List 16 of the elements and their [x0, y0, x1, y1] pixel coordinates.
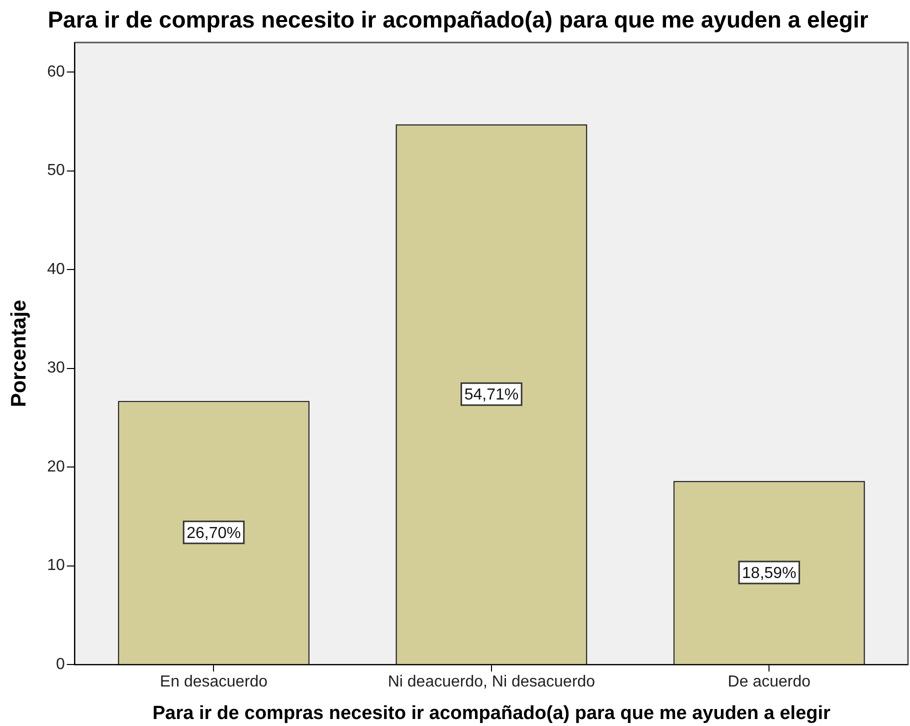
y-tick-label: 10 [47, 557, 65, 574]
y-tick-label: 50 [47, 162, 65, 180]
y-tick-label: 20 [47, 458, 65, 476]
y-tick-label: 30 [47, 360, 65, 377]
y-tick-label: 40 [47, 260, 65, 278]
data-label: 54,71% [464, 386, 519, 404]
x-tick-label: De acuerdo [728, 674, 811, 691]
x-axis-title: Para ir de compras necesito ir acompañado(a) para que me ayuden a elegir [152, 702, 832, 724]
x-tick-label: En desacuerdo [160, 674, 268, 691]
data-label: 26,70% [186, 524, 241, 542]
chart-title: Para ir de compras necesito ir acompañado(a) para que me ayuden a elegir [48, 6, 868, 33]
x-tick-label: Ni deacuerdo, Ni desacuerdo [388, 674, 596, 691]
y-tick-label: 60 [47, 63, 65, 80]
y-axis-title: Porcentaje [7, 300, 30, 408]
data-label: 18,59% [742, 564, 796, 582]
y-tick-label: 0 [56, 656, 65, 673]
